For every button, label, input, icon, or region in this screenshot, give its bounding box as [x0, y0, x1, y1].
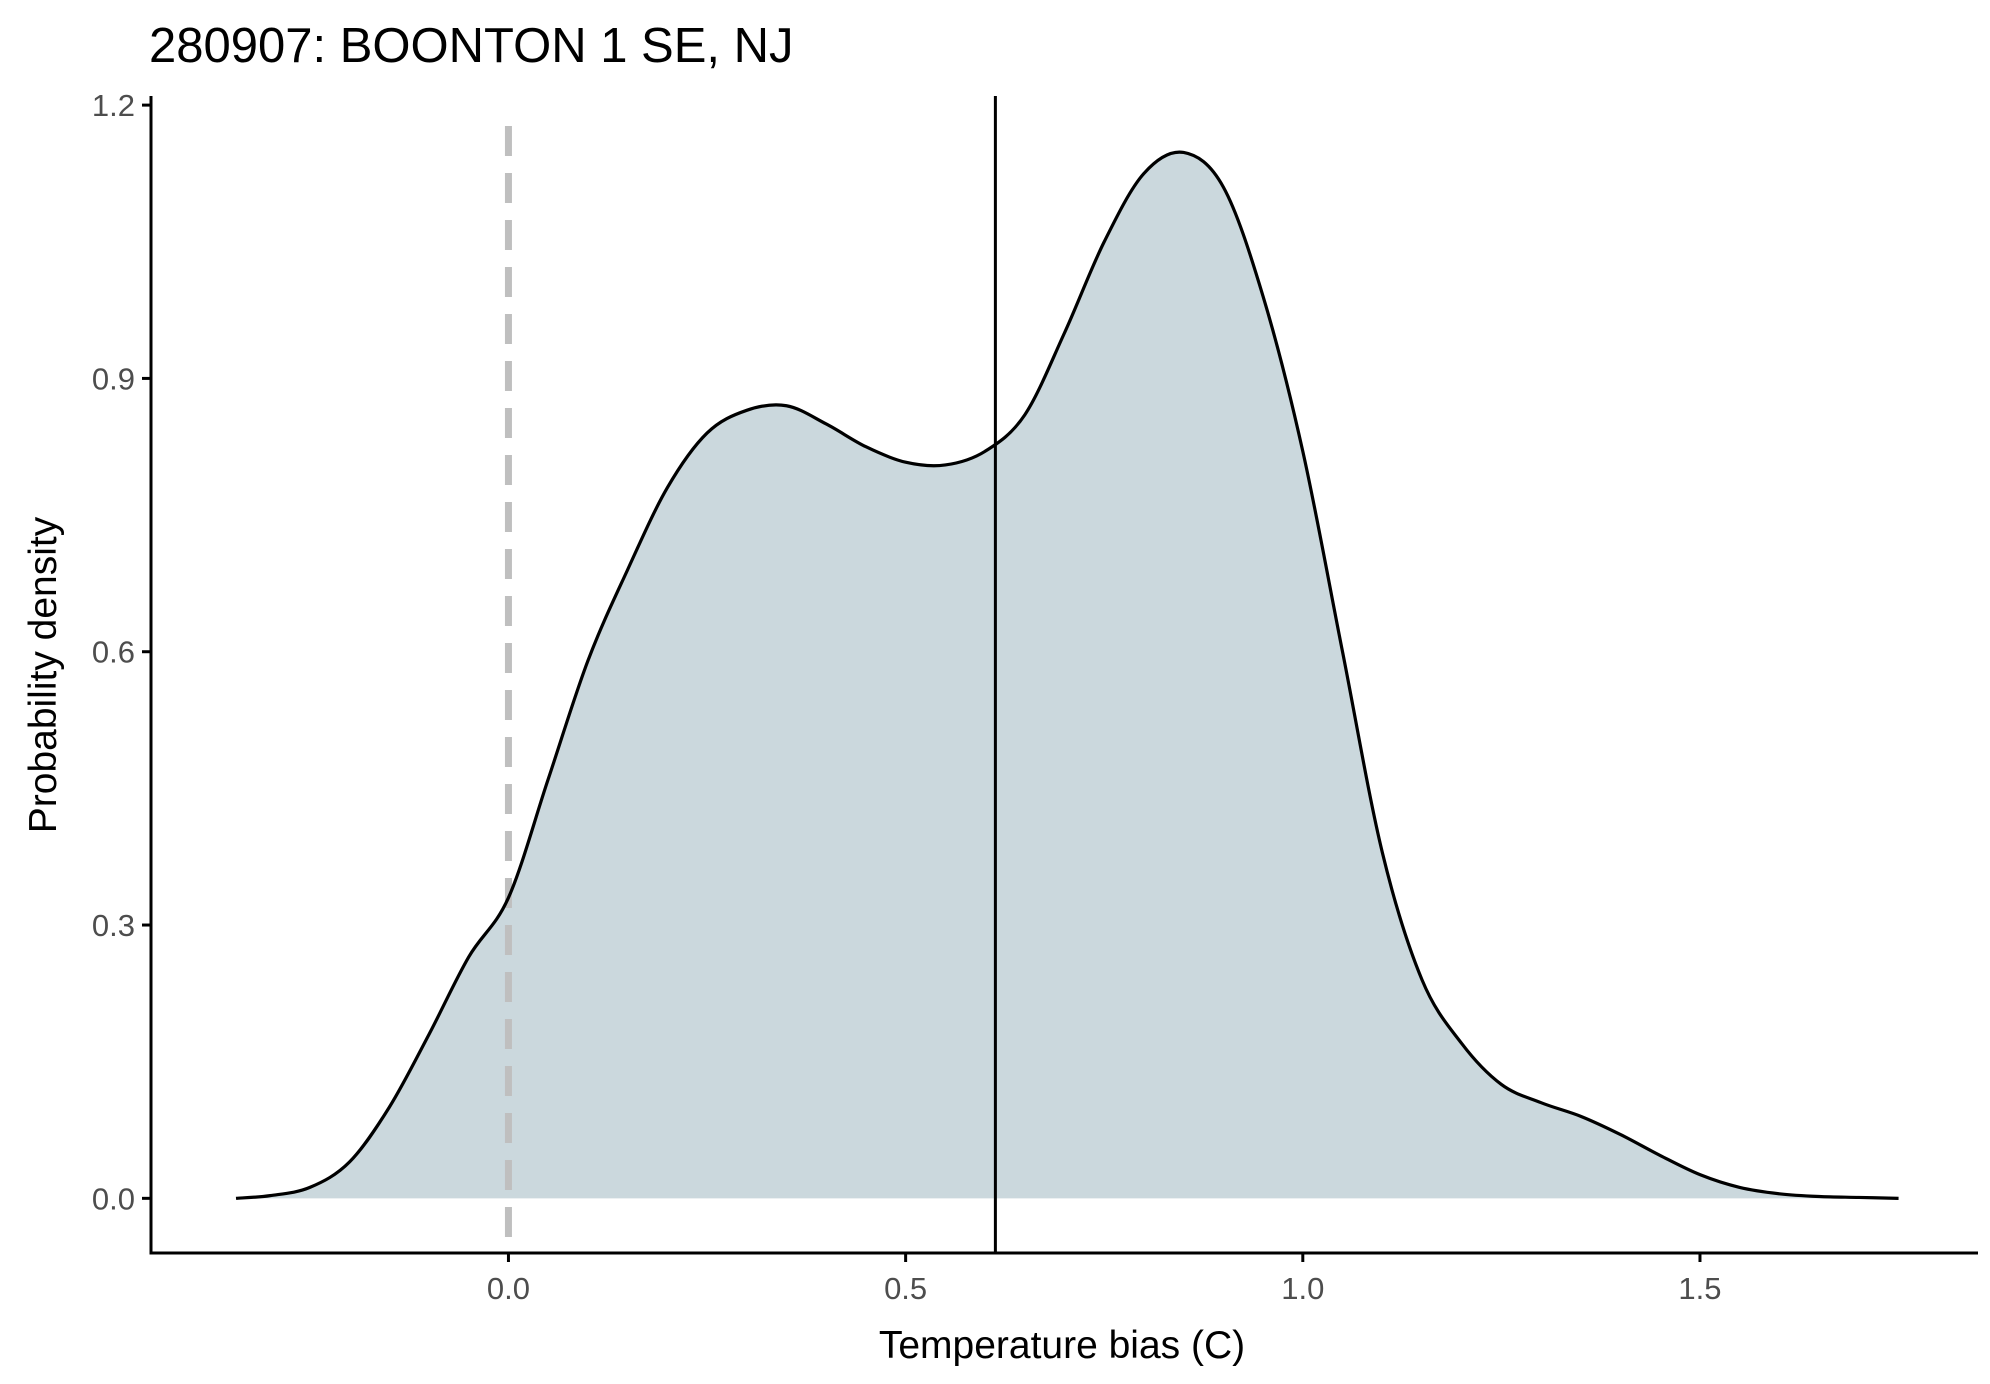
x-axis: 0.0 0.5 1.0 1.5 [149, 1251, 1978, 1306]
y-axis: 0.0 0.3 0.6 0.9 1.2 [92, 88, 153, 1255]
x-tick-label: 1.5 [1678, 1271, 1721, 1306]
y-tick-label: 0.0 [92, 1181, 135, 1216]
y-tick-label: 0.3 [92, 908, 135, 943]
chart-title: 280907: BOONTON 1 SE, NJ [149, 19, 794, 73]
y-axis-title: Probability density [22, 516, 65, 833]
x-tick-label: 0.0 [487, 1271, 530, 1306]
density-curve [235, 150, 1899, 1200]
x-tick-label: 1.0 [1281, 1271, 1324, 1306]
x-tick-label: 0.5 [884, 1271, 927, 1306]
density-area [236, 152, 1899, 1199]
x-axis-title: Temperature bias (C) [879, 1324, 1245, 1367]
y-tick-label: 0.6 [92, 635, 135, 670]
y-tick-label: 0.9 [92, 361, 135, 396]
y-tick-label: 1.2 [92, 88, 135, 123]
plot-area [235, 96, 1899, 1253]
